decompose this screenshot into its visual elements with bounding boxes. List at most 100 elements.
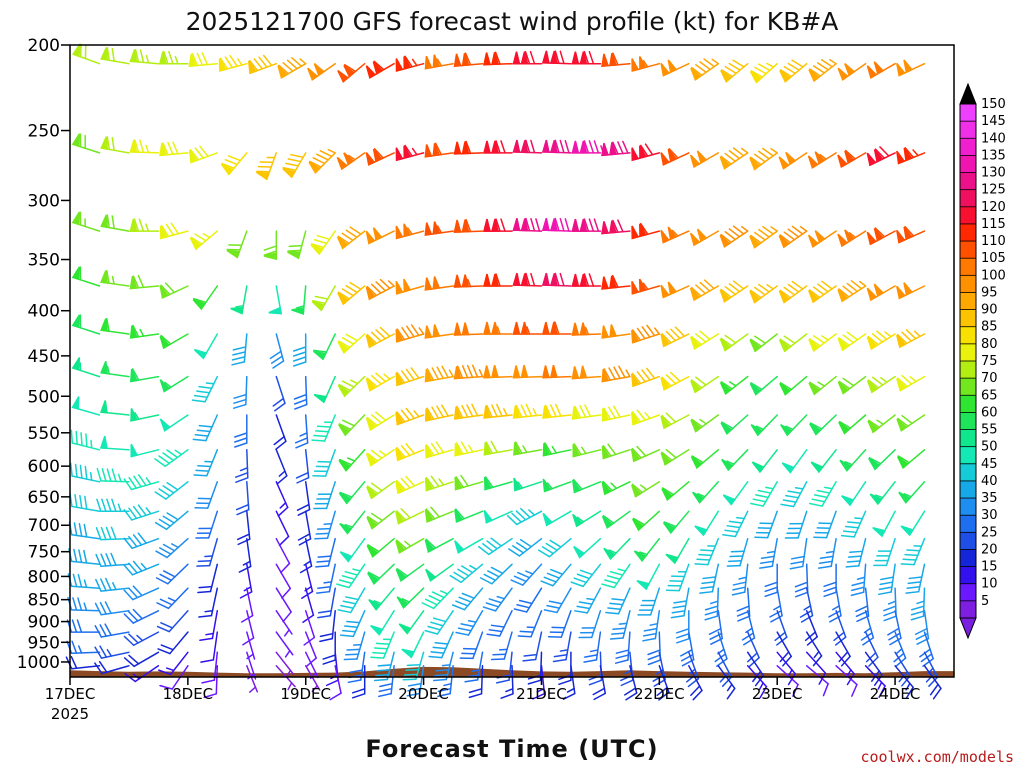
barb-full-feather	[783, 286, 796, 296]
wind-barb	[424, 475, 454, 492]
wind-barb	[478, 537, 513, 556]
barb-pennant	[866, 287, 878, 302]
barb-half-feather	[90, 439, 93, 449]
barb-full-feather	[162, 142, 169, 156]
barb-half-feather	[697, 493, 706, 498]
barb-full-feather	[862, 636, 875, 646]
barb-half-feather	[78, 645, 83, 654]
barb-pennant	[667, 59, 678, 74]
barb-full-feather	[224, 56, 234, 69]
barb-half-feather	[323, 581, 333, 584]
barb-staff	[206, 481, 219, 509]
barb-full-feather	[407, 682, 422, 687]
barb-pennant	[542, 442, 551, 457]
barb-pennant	[395, 510, 406, 525]
wind-barb	[159, 414, 189, 432]
wind-barb	[231, 333, 248, 366]
barb-full-feather	[762, 147, 774, 157]
barb-half-feather	[517, 481, 524, 489]
barb-pennant	[866, 231, 877, 246]
wind-barb	[449, 563, 484, 584]
barb-full-feather	[316, 425, 332, 428]
barb-full-feather	[816, 283, 829, 293]
barb-half-feather	[825, 550, 835, 554]
barb-full-feather	[728, 520, 743, 524]
wind-barb	[689, 279, 720, 302]
wind-barb	[378, 665, 395, 698]
barb-full-feather	[99, 624, 107, 637]
barb-half-feather	[352, 568, 361, 572]
barb-full-feather	[159, 573, 173, 582]
wind-barb	[542, 442, 572, 457]
barb-full-feather	[336, 583, 350, 589]
barb-half-feather	[284, 629, 290, 637]
barb-full-feather	[341, 288, 354, 297]
barb-full-feather	[160, 224, 170, 238]
barb-full-feather	[494, 51, 501, 65]
wind-barb	[662, 510, 690, 534]
barb-full-feather	[455, 442, 464, 455]
barb-full-feather	[460, 623, 475, 628]
barb-full-feather	[95, 553, 102, 568]
barb-staff	[304, 631, 317, 659]
barb-pennant	[100, 318, 108, 332]
wind-barb	[749, 225, 778, 249]
barb-full-feather	[203, 693, 218, 699]
barb-staff	[885, 537, 896, 567]
barb-full-feather	[269, 350, 282, 360]
barb-full-feather	[690, 286, 702, 297]
wind-barb	[866, 227, 896, 246]
barb-full-feather	[191, 53, 199, 67]
barb-full-feather	[811, 498, 826, 503]
barb-full-feather	[224, 158, 238, 166]
barb-half-feather	[644, 411, 651, 420]
barb-full-feather	[922, 657, 934, 667]
barb-half-feather	[916, 600, 925, 605]
barb-full-feather	[345, 596, 359, 601]
barb-half-feather	[235, 304, 245, 308]
barb-full-feather	[822, 683, 829, 697]
barb-full-feather	[441, 365, 449, 379]
barb-full-feather	[883, 615, 897, 622]
barb-pennant	[366, 544, 379, 558]
barb-full-feather	[644, 143, 654, 156]
y-tick-label: 600	[28, 457, 60, 477]
wind-barb	[451, 587, 484, 611]
barb-pennant	[158, 51, 167, 65]
y-tick-label: 800	[28, 567, 60, 587]
barb-half-feather	[884, 331, 892, 338]
wind-barb	[246, 665, 259, 693]
wind-barb	[275, 449, 288, 485]
x-tick-label: 23DEC	[752, 685, 803, 703]
barb-pennant	[609, 52, 617, 67]
barb-full-feather	[510, 579, 524, 586]
barb-full-feather	[816, 527, 831, 529]
barb-half-feather	[913, 330, 921, 338]
wind-barb	[188, 52, 219, 67]
barb-full-feather	[615, 654, 630, 659]
wind-barb	[749, 147, 778, 171]
barb-full-feather	[546, 604, 561, 609]
barb-pennant	[549, 273, 558, 287]
wind-barb	[263, 230, 278, 261]
barb-staff	[463, 587, 484, 611]
site-credit[interactable]: coolwx.com/models	[860, 748, 1014, 766]
y-tick-label: 550	[28, 424, 60, 444]
barb-pennant	[898, 491, 911, 504]
wind-barb	[647, 631, 662, 666]
barb-staff	[206, 449, 219, 477]
wind-barb	[123, 474, 160, 491]
barb-full-feather	[515, 441, 523, 455]
barb-pennant	[337, 69, 350, 83]
barb-pennant	[639, 145, 647, 160]
wind-barb	[156, 587, 189, 610]
barb-full-feather	[583, 218, 590, 232]
barb-full-feather	[236, 533, 250, 541]
wind-barb	[99, 435, 130, 451]
wind-barb	[810, 449, 837, 474]
barb-full-feather	[317, 493, 332, 496]
wind-barb	[864, 631, 879, 667]
barb-full-feather	[226, 248, 241, 251]
barb-staff	[70, 585, 101, 589]
barb-full-feather	[273, 435, 285, 446]
